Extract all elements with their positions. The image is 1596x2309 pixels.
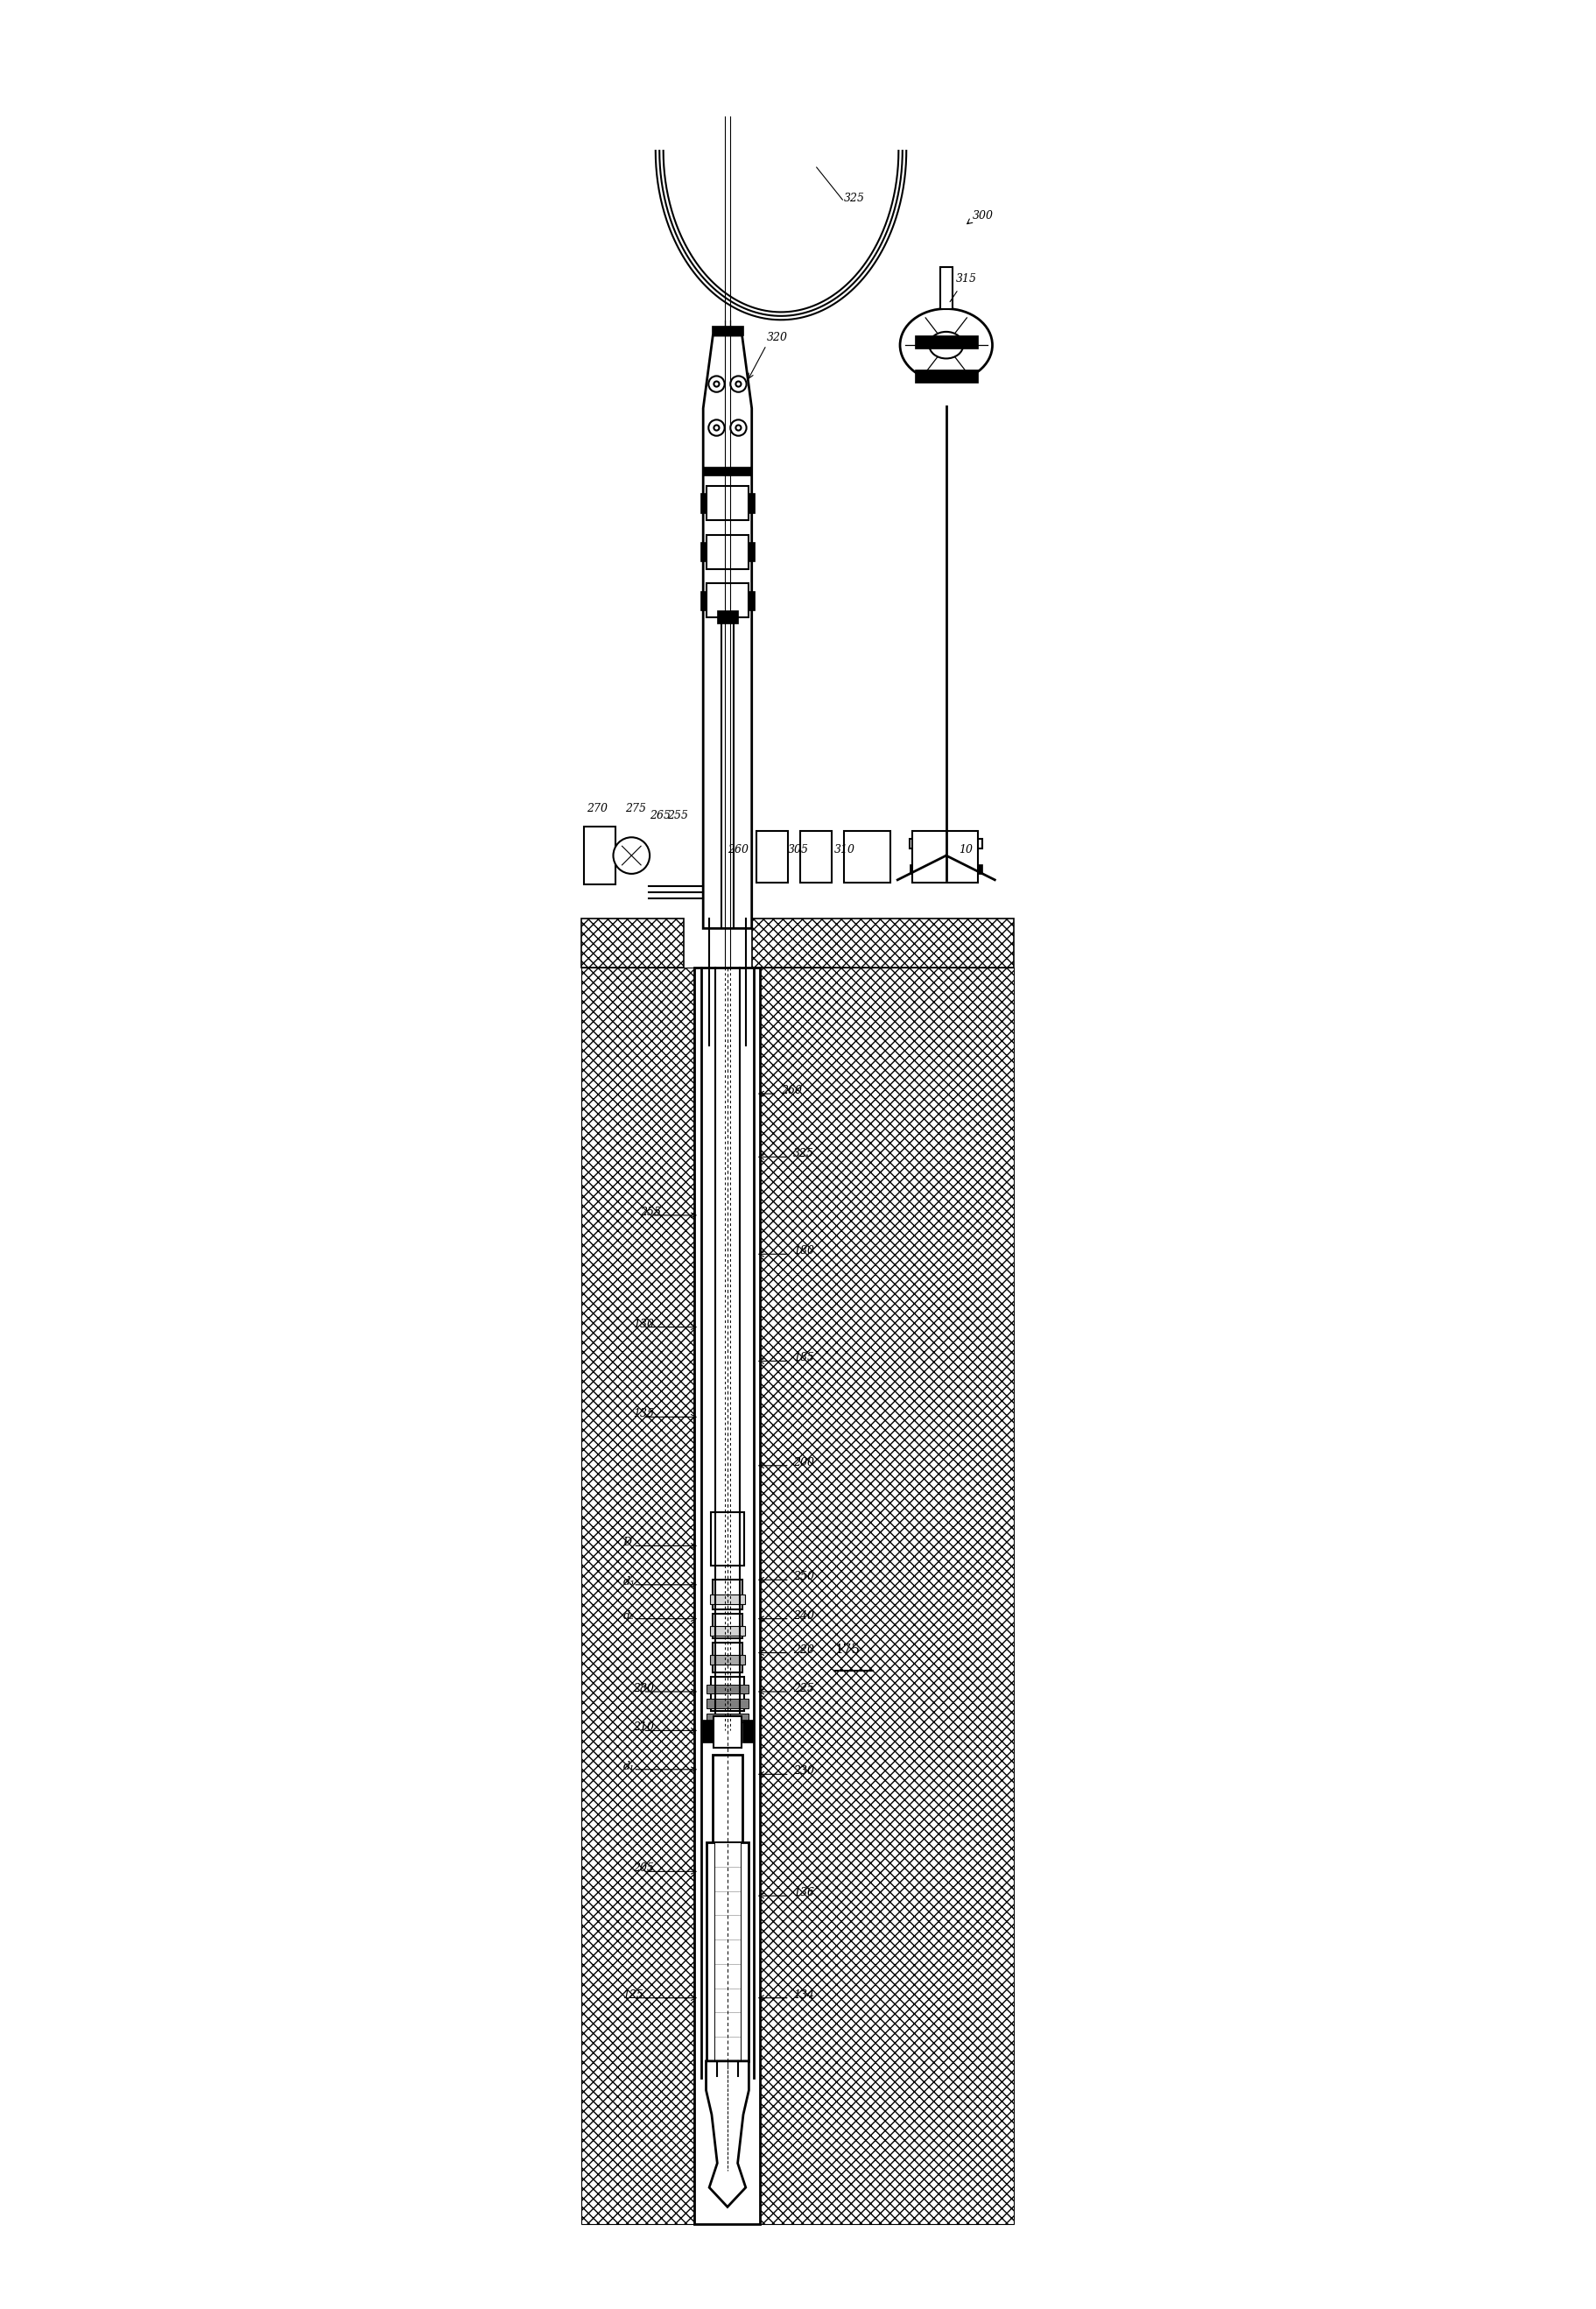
Text: 320: 320: [766, 332, 787, 344]
Circle shape: [709, 420, 725, 436]
Bar: [910, 864, 982, 873]
Bar: [707, 1683, 747, 1692]
Text: 275: 275: [626, 804, 646, 815]
Text: 130: 130: [632, 1318, 653, 1330]
Bar: [699, 494, 707, 513]
Polygon shape: [705, 2062, 749, 2207]
Polygon shape: [702, 335, 752, 928]
Bar: [710, 1512, 744, 1566]
Text: d₃: d₃: [622, 1577, 634, 1586]
Text: 225: 225: [793, 1683, 814, 1695]
Bar: [757, 831, 788, 882]
Bar: [717, 610, 737, 623]
Bar: [915, 369, 977, 383]
Text: 265: 265: [650, 810, 670, 822]
Text: 10: 10: [958, 845, 972, 857]
Text: d₂: d₂: [622, 1609, 634, 1621]
Circle shape: [713, 425, 718, 429]
Bar: [915, 335, 977, 349]
Text: 270: 270: [586, 804, 606, 815]
Text: 250: 250: [793, 1570, 814, 1582]
Bar: [707, 1699, 747, 1709]
Bar: [844, 831, 891, 882]
Text: 305: 305: [788, 845, 809, 857]
Bar: [742, 1720, 753, 1743]
Bar: [710, 1676, 744, 1711]
Bar: [752, 919, 1013, 967]
Text: 135: 135: [632, 1408, 653, 1420]
Ellipse shape: [900, 309, 991, 381]
Text: 240: 240: [793, 1609, 814, 1621]
Bar: [710, 1596, 745, 1605]
Text: 280: 280: [632, 1683, 653, 1695]
Bar: [910, 838, 982, 847]
Bar: [760, 967, 1013, 2224]
Text: 200: 200: [793, 1457, 814, 1469]
Bar: [747, 494, 755, 513]
Bar: [747, 543, 755, 561]
Bar: [712, 1579, 742, 1609]
Bar: [707, 584, 747, 617]
Circle shape: [613, 838, 650, 873]
Bar: [707, 536, 747, 568]
Bar: [800, 831, 832, 882]
Bar: [747, 591, 755, 610]
Bar: [581, 919, 683, 967]
Circle shape: [709, 376, 725, 393]
Bar: [581, 967, 694, 2224]
Text: 134: 134: [793, 1988, 814, 2000]
Circle shape: [729, 420, 745, 436]
Bar: [710, 1656, 745, 1665]
Bar: [712, 1614, 742, 1637]
Text: 325: 325: [793, 1148, 814, 1159]
Bar: [702, 1720, 712, 1743]
Text: 300: 300: [972, 210, 993, 222]
Circle shape: [736, 381, 741, 386]
Text: 325: 325: [844, 194, 865, 206]
Text: 255: 255: [667, 810, 688, 822]
Text: d₁: d₁: [622, 1762, 634, 1771]
Text: 260: 260: [728, 845, 749, 857]
Text: 220: 220: [793, 1644, 814, 1656]
Circle shape: [729, 376, 745, 393]
Text: 260: 260: [780, 1085, 801, 1097]
Bar: [699, 591, 707, 610]
Text: 315: 315: [956, 272, 977, 284]
Text: 205: 205: [632, 1863, 653, 1875]
Bar: [713, 1843, 741, 2062]
Bar: [712, 1644, 742, 1672]
Bar: [713, 1716, 741, 1748]
Text: 136: 136: [793, 1886, 814, 1898]
Text: 175: 175: [835, 1644, 859, 1656]
Bar: [940, 268, 951, 309]
Text: 310: 310: [835, 845, 855, 857]
Text: 255: 255: [640, 1208, 661, 1217]
Ellipse shape: [929, 332, 962, 358]
Bar: [707, 1713, 747, 1723]
Bar: [699, 543, 707, 561]
Text: 180: 180: [793, 1245, 814, 1256]
Circle shape: [713, 381, 718, 386]
Text: D: D: [622, 1538, 632, 1549]
Text: 125: 125: [622, 1988, 643, 2000]
Text: 210: 210: [632, 1723, 653, 1734]
Bar: [707, 487, 747, 520]
Bar: [694, 967, 760, 2224]
Bar: [710, 1626, 745, 1635]
Bar: [584, 827, 616, 884]
Circle shape: [736, 425, 741, 429]
Bar: [712, 326, 742, 335]
Text: 185: 185: [793, 1353, 814, 1365]
Bar: [911, 831, 977, 882]
Bar: [712, 1755, 742, 1843]
Bar: [702, 466, 752, 476]
Bar: [705, 1843, 749, 2062]
Text: 230: 230: [793, 1766, 814, 1778]
